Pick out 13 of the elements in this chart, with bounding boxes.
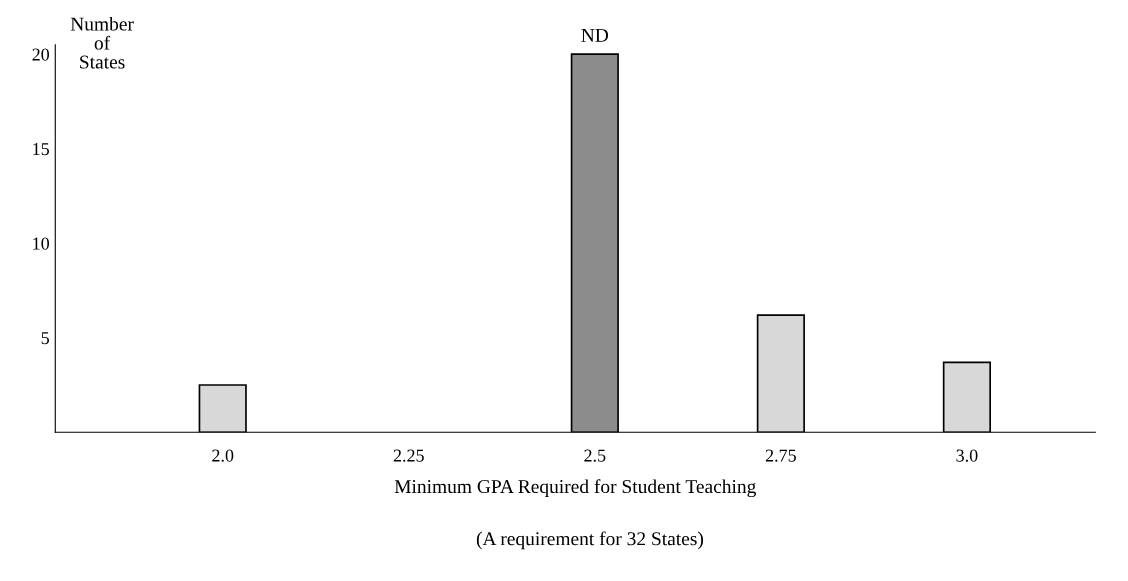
annotation: ND — [581, 28, 609, 42]
x-tick-label: 2.25 — [393, 449, 424, 462]
x-axis-title: Minimum GPA Required for Student Teaching — [394, 479, 756, 498]
x-tick-label: 2.75 — [765, 449, 796, 462]
y-tick-label: 20 — [32, 48, 50, 61]
text: (A requirement for 32 States) — [476, 531, 704, 550]
y-tick-label: 5 — [41, 332, 50, 345]
x-tick-label: 2.0 — [212, 449, 234, 462]
y-axis-title: Number of States — [70, 16, 134, 69]
y-tick-label: 10 — [33, 237, 50, 250]
x-tick-label: 3.0 — [956, 449, 978, 462]
y-tick-label: 15 — [33, 143, 50, 156]
x-tick-label: 2.5 — [584, 449, 606, 462]
